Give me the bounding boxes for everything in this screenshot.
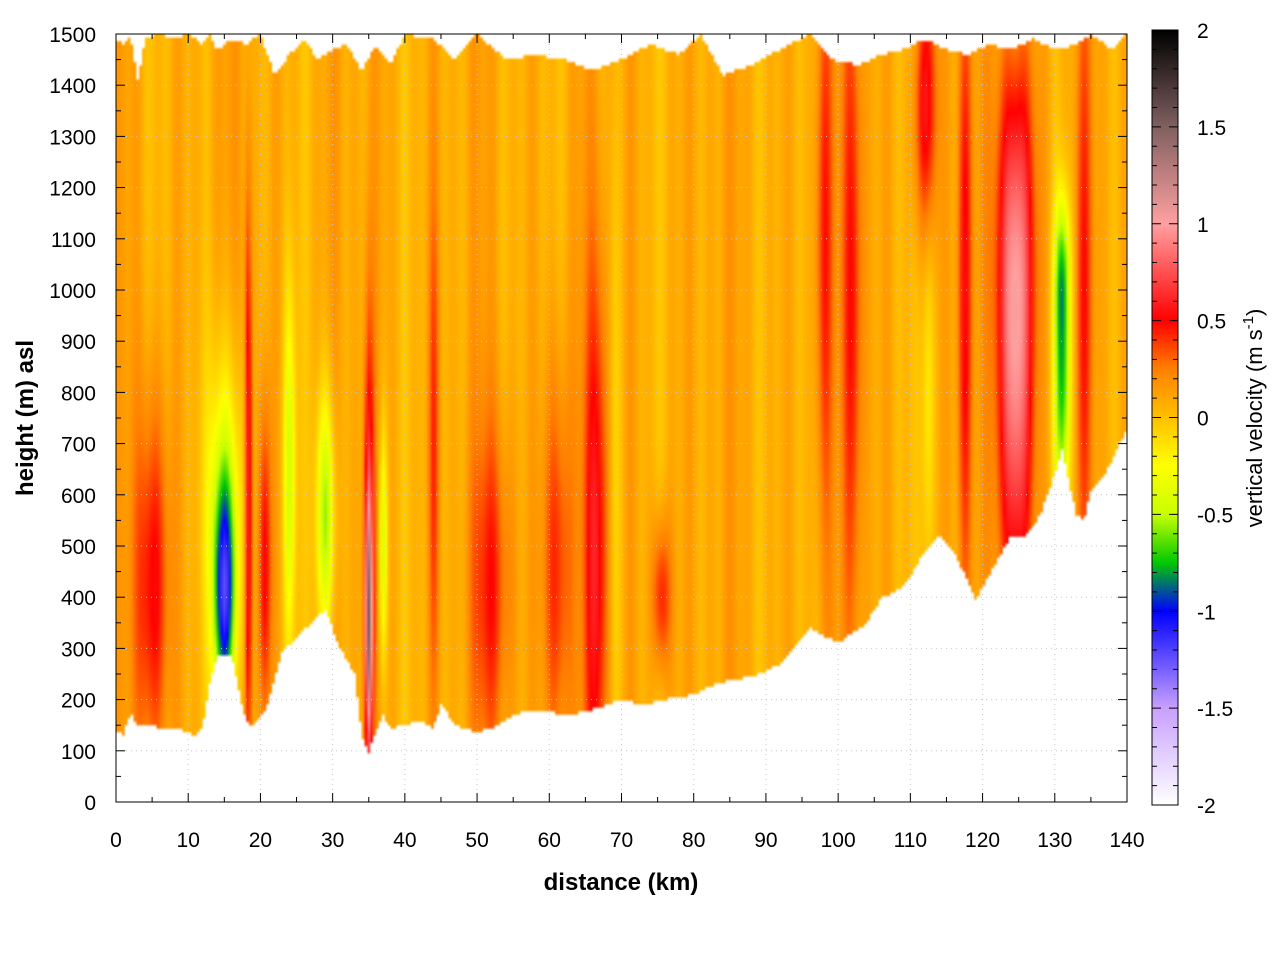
y-tick-label: 1500: [49, 24, 96, 47]
x-tick-label: 60: [538, 829, 561, 852]
x-tick-label: 140: [1109, 829, 1144, 852]
colorbar-label: vertical velocity (m s-1): [1240, 309, 1267, 528]
axis-ticks: 0 10 20 30 40 50 60 70 80 90 100 110 120 130 140010020…: [49, 24, 1144, 852]
colorbar-tick-label: -0.5: [1197, 504, 1233, 527]
x-tick-label: 70: [610, 829, 633, 852]
y-tick-label: 1300: [49, 126, 96, 149]
x-tick-label: 40: [393, 829, 416, 852]
y-tick-label: 1400: [49, 75, 96, 98]
x-tick-label: 90: [754, 829, 777, 852]
y-tick-label: 600: [61, 485, 96, 508]
x-tick-label: 30: [321, 829, 344, 852]
y-tick-label: 1200: [49, 178, 96, 201]
y-tick-label: 100: [61, 741, 96, 764]
colorbar-label-text: vertical velocity (m s: [1242, 329, 1267, 527]
x-tick-label: 20: [249, 829, 272, 852]
x-tick-label: 100: [821, 829, 856, 852]
colorbar-tick-label: -1: [1197, 601, 1216, 624]
y-axis-label: height (m) asl: [12, 340, 39, 496]
grid: [116, 34, 1127, 802]
colorbar: -2 -1.5 -1 -0.5 0 0.5 1 1.5 2: [1151, 20, 1233, 818]
x-tick-label: 50: [465, 829, 488, 852]
y-tick-label: 200: [61, 690, 96, 713]
y-tick-label: 1100: [51, 229, 96, 252]
y-tick-label: 400: [61, 587, 96, 610]
y-tick-label: 0: [84, 792, 96, 815]
y-tick-label: 800: [61, 382, 96, 405]
colorbar-tick-label: 2: [1197, 20, 1209, 43]
x-tick-label: 80: [682, 829, 705, 852]
colorbar-tick-label: 1.5: [1197, 117, 1226, 140]
x-axis-label: distance (km): [544, 869, 699, 896]
y-tick-label: 900: [61, 331, 96, 354]
colorbar-label-exponent: -1: [1240, 316, 1257, 329]
y-tick-label: 1000: [49, 280, 96, 303]
colorbar-tick-label: -2: [1197, 795, 1216, 818]
colorbar-tick-label: -1.5: [1197, 698, 1233, 721]
colorbar-label-close: ): [1242, 309, 1267, 316]
x-tick-label: 10: [177, 829, 200, 852]
colorbar-tick-label: 0: [1197, 408, 1209, 431]
x-tick-label: 120: [965, 829, 1000, 852]
colorbar-tick-label: 1: [1197, 214, 1209, 237]
x-tick-label: 110: [894, 829, 927, 852]
x-tick-label: 0: [110, 829, 122, 852]
colorbar-tick-label: 0.5: [1197, 311, 1226, 334]
y-tick-label: 500: [61, 536, 96, 559]
y-tick-label: 300: [61, 638, 96, 661]
y-tick-label: 700: [61, 434, 96, 457]
x-tick-label: 130: [1037, 829, 1072, 852]
